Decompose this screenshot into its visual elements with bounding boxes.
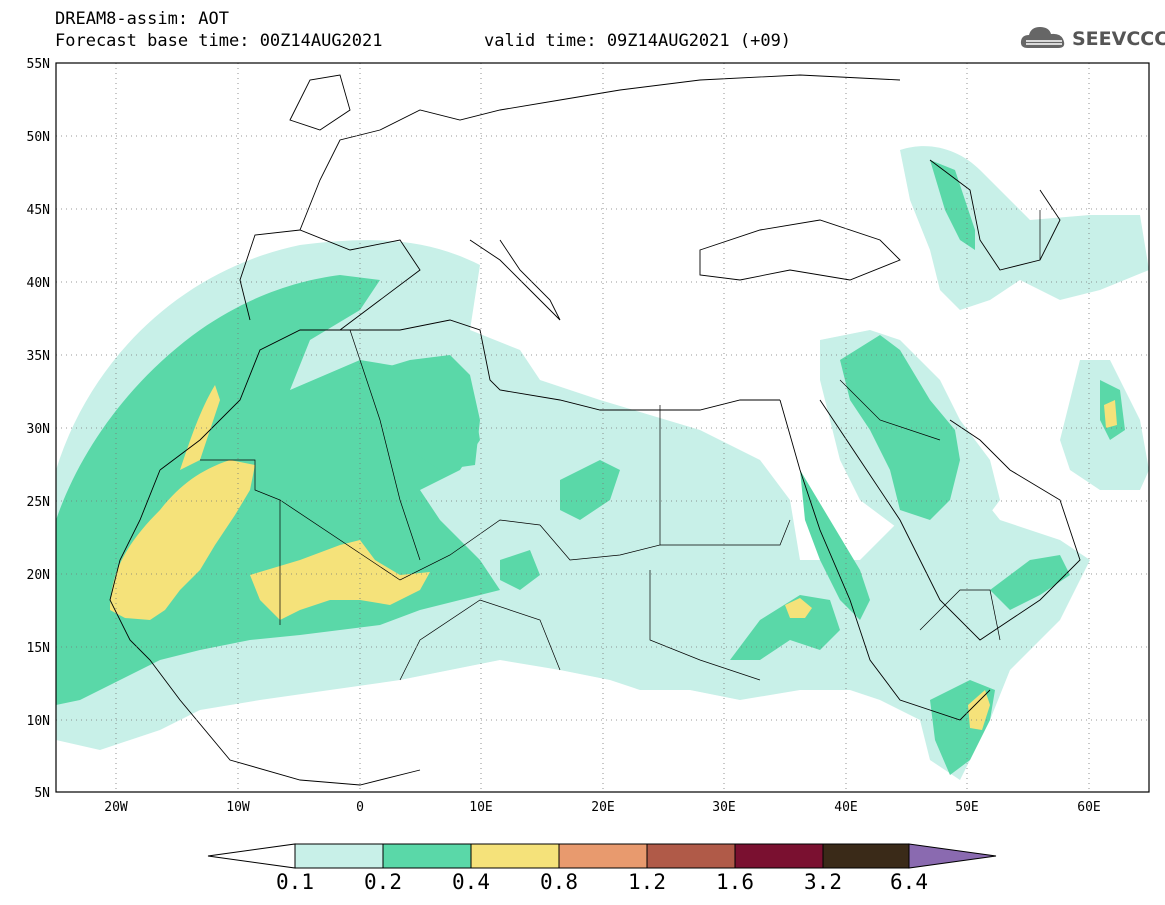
lon-label: 10E xyxy=(469,800,492,815)
lon-label: 50E xyxy=(955,800,978,815)
colorbar-swatch-1.6 xyxy=(734,843,824,869)
lon-label: 40E xyxy=(834,800,857,815)
coastline-europe xyxy=(299,74,901,231)
lat-axis: 55N 50N 45N 40N 35N 30N 25N 20N 15N 10N … xyxy=(27,57,50,801)
lon-label: 60E xyxy=(1077,800,1100,815)
colorbar-swatch-0.8 xyxy=(558,843,648,869)
border-1 xyxy=(200,459,281,625)
coastline-iberia xyxy=(239,229,421,331)
aot-level-0.4-mali xyxy=(250,540,430,620)
colorbar-label: 0.8 xyxy=(540,870,578,894)
lat-label: 20N xyxy=(27,568,50,583)
aot-shading xyxy=(56,146,1149,781)
seevccc-logo: SEEVCCC xyxy=(1018,22,1165,56)
aot-level-0.4-iran xyxy=(1104,400,1117,428)
coastline-africa-west xyxy=(109,469,421,786)
lon-axis: 20W 10W 0 10E 20E 30E 40E 50E 60E xyxy=(104,800,1100,815)
colorbar xyxy=(207,843,997,869)
lat-label: 50N xyxy=(27,130,50,145)
lat-label: 55N xyxy=(27,57,50,72)
colorbar-swatch-0.1 xyxy=(294,843,384,869)
lat-label: 10N xyxy=(27,714,50,729)
cloud-icon xyxy=(1020,27,1065,48)
colorbar-swatch-0.4 xyxy=(470,843,560,869)
aot-level-0.1-caspian xyxy=(900,146,1149,310)
border-3 xyxy=(539,405,661,561)
aot-level-0.2-oman xyxy=(990,555,1070,610)
country-borders xyxy=(200,210,1041,681)
coastline-italy xyxy=(469,239,561,321)
lon-label: 0 xyxy=(356,800,364,815)
colorbar-label: 0.4 xyxy=(452,870,490,894)
coastline-arabia xyxy=(819,399,1081,641)
lat-label: 30N xyxy=(27,422,50,437)
lon-label: 30E xyxy=(712,800,735,815)
coastline-britain xyxy=(289,74,351,131)
forecast-base-time: Forecast base time: 00Z14AUG2021 xyxy=(55,31,383,51)
colorbar-label: 0.1 xyxy=(276,870,314,894)
lon-label: 20E xyxy=(591,800,614,815)
colorbar-over-arrow xyxy=(908,843,997,869)
colorbar-swatch-0.2 xyxy=(382,843,472,869)
colorbar-swatch-3.2 xyxy=(822,843,910,869)
border-6 xyxy=(649,570,761,681)
aot-level-0.2-algeria-patch xyxy=(360,355,480,470)
map-title: DREAM8-assim: AOT xyxy=(55,9,229,29)
border-5 xyxy=(349,329,421,561)
colorbar-under-arrow xyxy=(207,843,296,869)
map-frame xyxy=(55,62,1150,793)
coastlines xyxy=(109,74,1081,786)
lat-label: 15N xyxy=(27,641,50,656)
aot-level-0.2-chad xyxy=(500,550,540,590)
lat-label: 40N xyxy=(27,276,50,291)
aot-level-0.2-red-sea xyxy=(800,470,870,620)
colorbar-swatch-1.2 xyxy=(646,843,736,869)
lat-label: 35N xyxy=(27,349,50,364)
border-4 xyxy=(660,519,791,546)
border-7 xyxy=(399,599,561,681)
coastline-caspian xyxy=(929,159,1061,271)
colorbar-label: 1.6 xyxy=(716,870,754,894)
aot-level-0.2-libya xyxy=(560,460,620,520)
lon-label: 20W xyxy=(104,800,128,815)
coastline-africa-north xyxy=(159,319,780,471)
lat-label: 25N xyxy=(27,495,50,510)
coastline-black-sea xyxy=(699,219,901,281)
aot-level-0.4-somalia xyxy=(968,690,990,730)
valid-time: valid time: 09Z14AUG2021 (+09) xyxy=(484,31,792,51)
aot-level-0.2-iraq xyxy=(840,335,960,520)
lat-label: 45N xyxy=(27,203,50,218)
colorbar-label: 6.4 xyxy=(890,870,928,894)
colorbar-label: 3.2 xyxy=(804,870,842,894)
logo-text: SEEVCCC xyxy=(1072,28,1165,50)
lon-label: 10W xyxy=(226,800,250,815)
border-9 xyxy=(919,589,1001,641)
map-grid xyxy=(56,63,1149,792)
colorbar-label: 0.2 xyxy=(364,870,402,894)
aot-level-0.4-mauritania xyxy=(110,460,255,620)
border-10 xyxy=(839,379,941,441)
coastline-red-sea xyxy=(779,399,991,721)
lat-label: 5N xyxy=(34,786,50,801)
aot-level-0.2-sudan xyxy=(730,595,840,660)
colorbar-label: 1.2 xyxy=(628,870,666,894)
aot-level-0.2-caspian xyxy=(930,160,975,250)
aot-level-0.4-sahara-strip xyxy=(180,385,220,470)
aot-level-0.4-sudan xyxy=(785,598,812,618)
